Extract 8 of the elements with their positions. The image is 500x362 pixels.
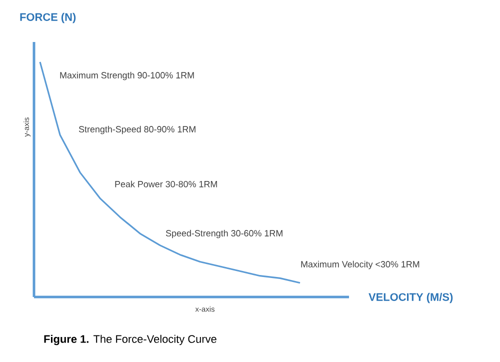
text: Figure 1. The Force-Velocity Curve bbox=[44, 334, 216, 346]
annotation: Strength-Speed 80-90% 1RM bbox=[78, 126, 196, 134]
text: VELOCITY (M/S) bbox=[368, 292, 453, 304]
annotation: Maximum Velocity <30% 1RM bbox=[301, 260, 420, 270]
annotation: Speed-Strength 30-60% 1RM bbox=[166, 230, 282, 238]
annotation: Peak Power 30-80% 1RM bbox=[115, 180, 217, 188]
annotation: Maximum Strength 90-100% 1RM bbox=[60, 72, 194, 80]
text: FORCE (N) bbox=[20, 12, 76, 24]
